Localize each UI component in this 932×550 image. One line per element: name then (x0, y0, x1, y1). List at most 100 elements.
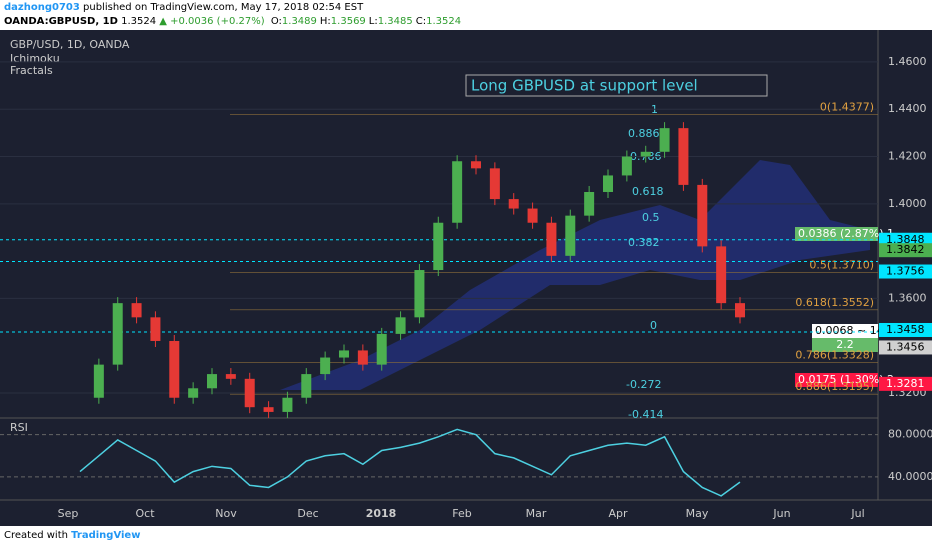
fib-label: 0.618(1.3552) (795, 296, 874, 309)
price-tag-label: 1.3756 (886, 265, 925, 278)
x-tick-label: Dec (297, 507, 318, 520)
candle (527, 208, 538, 223)
candle (565, 215, 576, 256)
x-tick-label: Mar (526, 507, 547, 520)
change: ▲ +0.0036 (+0.27%) (159, 16, 265, 27)
candle (659, 128, 670, 152)
ohlc-label: L: (368, 16, 378, 27)
ohlc-label: H: (319, 16, 331, 27)
candle (112, 303, 123, 365)
candle (621, 156, 632, 176)
candle (546, 222, 557, 256)
candle (225, 374, 236, 379)
candle (169, 340, 180, 398)
fib-ratio: 0.382 (628, 236, 660, 249)
risk-reward: 0.0068 ~ 142 (815, 324, 891, 337)
candle (395, 317, 406, 334)
candle (207, 374, 217, 389)
price-tag (879, 264, 932, 279)
candle (301, 374, 312, 398)
price-tag (879, 340, 932, 355)
created: Created with (4, 530, 68, 541)
x-tick-label: Jul (850, 507, 864, 520)
chart: GBP/USD, 1D, OANDA Ichimoku Fractals Lon… (0, 30, 932, 526)
fib-label: 0(1.4377) (820, 101, 874, 114)
candle (414, 270, 425, 318)
symbol: OANDA:GBPUSD, 1D (4, 16, 118, 27)
stop-box (795, 373, 878, 387)
x-tick-label: Nov (215, 507, 237, 520)
price-tag (879, 322, 932, 337)
price-tag (879, 376, 932, 391)
fib-ratio: 0.886 (628, 127, 660, 140)
candle (150, 317, 161, 341)
fib-ratio: 0.618 (632, 185, 664, 198)
price-tag (879, 243, 932, 258)
candle (339, 350, 349, 358)
ichimoku-cloud (280, 160, 870, 390)
fib-label: 0.786(1.3328) (795, 349, 874, 362)
candle (489, 168, 500, 200)
ratio-box (812, 338, 878, 352)
y-tick-label: 1.4000 (888, 197, 927, 210)
ohlc-label: C: (415, 16, 427, 27)
candle (452, 161, 463, 223)
price-tag-label: 1.3842 (886, 243, 925, 256)
candle (188, 388, 199, 398)
candle (282, 397, 293, 412)
candle (735, 303, 745, 318)
target-box (795, 227, 878, 241)
header-quote: OANDA:GBPUSD, 1D 1.3524 ▲ +0.0036 (+0.27… (4, 16, 461, 27)
candle (508, 199, 519, 209)
candle (244, 378, 255, 408)
stop: 0.0175 (1.30%) 2 (798, 373, 894, 386)
y-tick-label: 1.4400 (888, 102, 927, 115)
fib-label: 0.5(1.3710) (809, 258, 874, 271)
published: published on TradingView.com, May 17, 20… (83, 2, 364, 13)
x-tick-label: Feb (452, 507, 471, 520)
rsi-tick-label: 80.0000 (888, 428, 932, 441)
candle (697, 184, 708, 247)
target: 0.0386 (2.87%) 1 (798, 227, 894, 240)
price-tag-label: 1.3456 (886, 340, 925, 353)
last: 1.3524 (121, 16, 157, 27)
header-line: dazhong0703 published on TradingView.com… (4, 2, 363, 13)
annotation: Long GBPUSD at support level (471, 77, 698, 95)
author[interactable]: dazhong0703 (4, 2, 80, 13)
candle (603, 175, 613, 192)
annotation-box (465, 74, 768, 97)
ohlc-label: O: (270, 16, 282, 27)
candle (131, 303, 142, 318)
footer: Created with TradingView (4, 530, 140, 541)
candle (678, 128, 689, 185)
rsi-line (79, 428, 741, 497)
candle (376, 333, 387, 365)
candle (716, 246, 727, 304)
x-tick-label: Sep (58, 507, 79, 520)
pane-title: GBP/USD, 1D, OANDA (10, 38, 130, 51)
fib-ratio: 0 (650, 319, 657, 332)
brand[interactable]: TradingView (71, 530, 141, 541)
rr-box (812, 324, 878, 338)
price-tag-label: 1.3848 (886, 233, 925, 246)
candle (263, 407, 274, 412)
ohlc-value: 1.3489 (281, 16, 317, 27)
x-tick-label: Oct (135, 507, 155, 520)
candle (584, 191, 595, 216)
x-tick-label: May (686, 507, 709, 520)
ohlc-value: 1.3569 (330, 16, 366, 27)
background (0, 30, 932, 526)
y-tick-label: 1.3600 (888, 291, 927, 304)
price-tag-label: 1.3458 (886, 323, 925, 336)
rsi-tick-label: 40.0000 (888, 470, 932, 483)
x-tick-label: Jun (772, 507, 790, 520)
candle (640, 151, 651, 157)
ohlc: O:1.3489 H:1.3569 L:1.3485 C:1.3524 (268, 16, 461, 27)
ratio: 2.2 (836, 338, 854, 351)
candle (471, 161, 481, 169)
ohlc-value: 1.3524 (426, 16, 462, 27)
fib-ratio: -0.272 (626, 378, 661, 391)
candle (320, 357, 331, 375)
candle (93, 364, 104, 398)
